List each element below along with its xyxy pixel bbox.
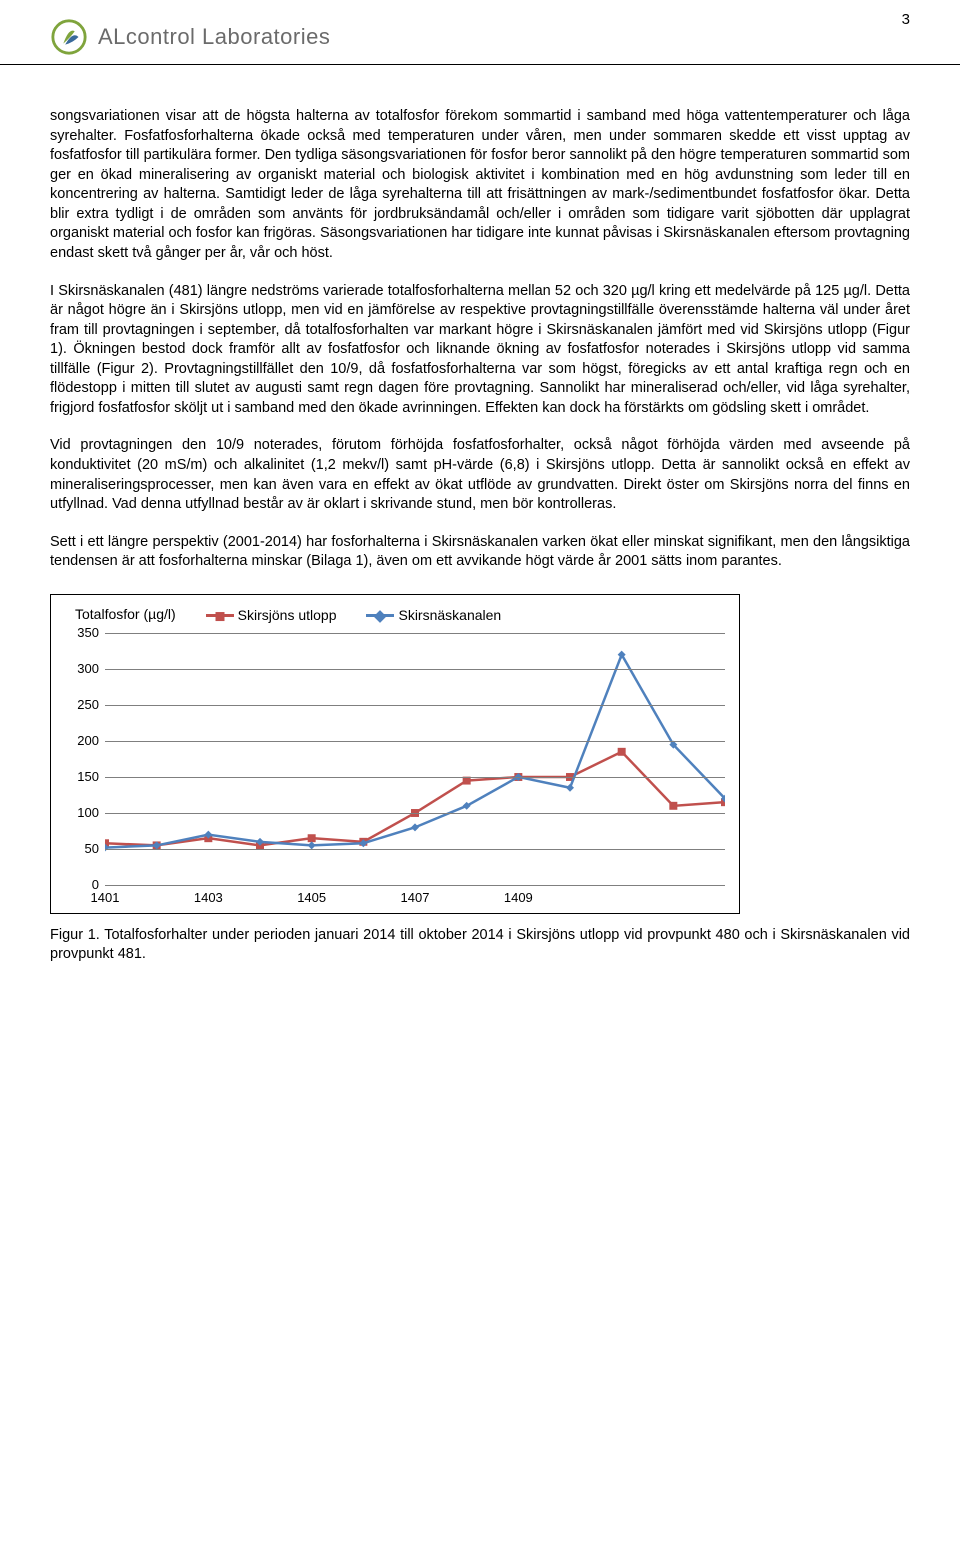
page-content: songsvariationen visar att de högsta hal… bbox=[0, 71, 960, 985]
legend-swatch-icon bbox=[366, 614, 394, 617]
chart-plot-area: 0501001502002503003501401140314051407140… bbox=[105, 633, 725, 885]
paragraph-2: I Skirsnäskanalen (481) längre nedströms… bbox=[50, 282, 910, 419]
legend-label: Skirsnäskanalen bbox=[398, 606, 501, 625]
brand-name: ALcontrol Laboratories bbox=[98, 22, 330, 52]
y-axis-label: 150 bbox=[65, 768, 105, 786]
x-axis-label: 1401 bbox=[91, 885, 120, 907]
legend-label: Skirsjöns utlopp bbox=[238, 606, 337, 625]
paragraph-4: Sett i ett längre perspektiv (2001-2014)… bbox=[50, 533, 910, 572]
chart-svg bbox=[105, 633, 725, 885]
y-axis-label: 100 bbox=[65, 804, 105, 822]
legend-item-skirsjons: Skirsjöns utlopp bbox=[206, 606, 337, 625]
y-axis-label: 300 bbox=[65, 660, 105, 678]
y-axis-label: 250 bbox=[65, 696, 105, 714]
brand-logo-icon bbox=[50, 18, 88, 56]
legend-swatch-icon bbox=[206, 614, 234, 617]
y-axis-label: 50 bbox=[65, 840, 105, 858]
chart-legend: Totalfosfor (µg/l) Skirsjöns utlopp Skir… bbox=[75, 605, 725, 626]
x-axis-label: 1403 bbox=[194, 885, 223, 907]
figure-caption: Figur 1. Totalfosforhalter under periode… bbox=[50, 926, 910, 965]
paragraph-3: Vid provtagningen den 10/9 noterades, fö… bbox=[50, 436, 910, 514]
paragraph-1: songsvariationen visar att de högsta hal… bbox=[50, 107, 910, 264]
y-axis-label: 350 bbox=[65, 624, 105, 642]
page-number: 3 bbox=[902, 10, 910, 30]
chart-title: Totalfosfor (µg/l) bbox=[75, 605, 176, 624]
page-header: ALcontrol Laboratories 3 bbox=[0, 0, 960, 65]
x-axis-label: 1409 bbox=[504, 885, 533, 907]
x-axis-label: 1405 bbox=[297, 885, 326, 907]
y-axis-label: 200 bbox=[65, 732, 105, 750]
x-axis-label: 1407 bbox=[401, 885, 430, 907]
totalfosfor-chart: Totalfosfor (µg/l) Skirsjöns utlopp Skir… bbox=[50, 594, 740, 914]
legend-item-skirsnaskanalen: Skirsnäskanalen bbox=[366, 606, 501, 625]
